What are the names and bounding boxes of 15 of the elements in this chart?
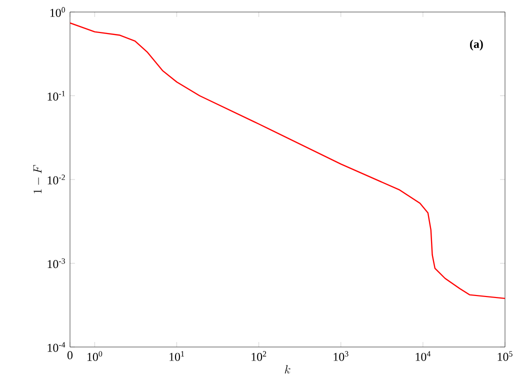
y-tick-label: 10$^{0}$ [50,7,66,17]
x-tick-label: 10$^{1}$ [170,351,184,361]
y-tick-label: 10$^{-3}$ [48,258,66,268]
x-tick-label: 10$^{5}$ [498,351,512,361]
annotation: (a) [470,40,483,50]
y-tick-label: 10$^{-4}$ [48,342,66,352]
x-axis-title: $k$ [284,365,290,374]
x-tick-label: 10$^{3}$ [334,351,348,361]
x-tick-label: 10$^{4}$ [416,351,431,361]
y-tick-label: 10$^{-2}$ [48,174,65,184]
x-tick-label: 10$^{2}$ [252,351,266,361]
y-axis-title: $1-F$ [33,165,42,194]
y-tick-label: 10$^{-1}$ [48,90,65,101]
x-tick-label: 0 [67,351,73,360]
x-tick-label: 10$^{0}$ [88,351,102,361]
